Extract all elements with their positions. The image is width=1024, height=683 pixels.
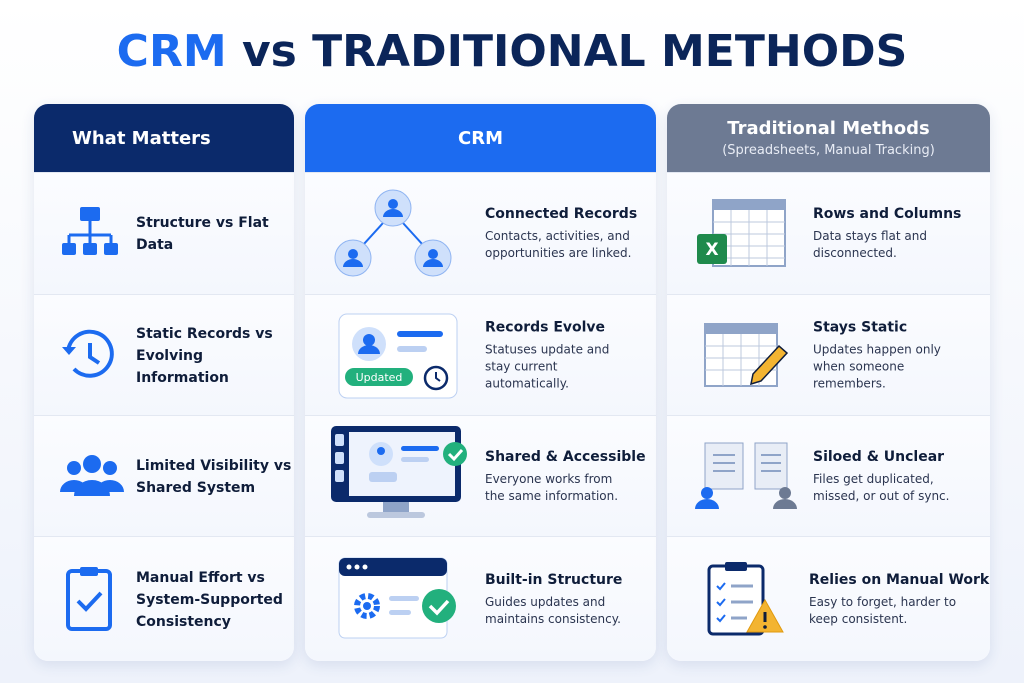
- row-cell: Limited Visibility vs Shared System: [34, 415, 294, 537]
- cell-title: Connected Records: [485, 205, 638, 222]
- row-cell: Siloed & Unclear Files get duplicated, mi…: [667, 415, 990, 537]
- crm-text: Shared & Accessible Everyone works from t…: [485, 449, 646, 505]
- row-cell: Updated Records Evolve Statuses update an…: [305, 294, 656, 416]
- cell-title: Stays Static: [813, 319, 908, 335]
- row-cell: Built-in Structure Guides updates and mai…: [305, 536, 656, 661]
- matter-text: Structure vs Flat Data: [136, 214, 269, 253]
- row-cell: Relies on Manual Work Easy to forget, har…: [667, 536, 990, 661]
- traditional-column: Traditional Methods (Spreadsheets, Manual…: [667, 104, 990, 661]
- column-header: CRM: [305, 104, 656, 172]
- cell-desc: Easy to forget, harder to keep consisten…: [809, 594, 957, 626]
- sheet-icon: X: [697, 198, 786, 267]
- cell-desc: Files get duplicated, missed, or out of …: [813, 471, 950, 503]
- row-cell: Static Records vs Evolving Information: [34, 294, 294, 416]
- clipboard-icon: [66, 566, 112, 631]
- title: CRM vs TRADITIONAL METHODS: [0, 26, 1024, 77]
- cell-title: Records Evolve: [485, 319, 606, 335]
- sheet-edit-icon: [704, 322, 789, 387]
- column-header: Traditional Methods (Spreadsheets, Manual…: [667, 104, 990, 172]
- crm-text: Built-in Structure Guides updates and mai…: [485, 572, 635, 628]
- cell-title: Rows and Columns: [813, 205, 962, 222]
- crm-text: Records Evolve Statuses update and stay c…: [485, 319, 635, 392]
- cell-title: Relies on Manual Work: [809, 571, 990, 588]
- monitor-icon: [331, 425, 467, 518]
- cell-desc: Contacts, activities, and opportunities …: [485, 228, 632, 260]
- team-icon: [60, 454, 124, 496]
- row-cell: Connected Records Contacts, activities, a…: [305, 172, 656, 294]
- title-rest: vs TRADITIONAL METHODS: [241, 26, 908, 77]
- svg-text:X: X: [705, 240, 718, 260]
- row-cell: Shared & Accessible Everyone works from t…: [305, 415, 656, 537]
- header-title: Traditional Methods: [727, 118, 930, 139]
- cell-desc: Statuses update and stay current automat…: [485, 342, 610, 390]
- history-icon: [62, 329, 114, 378]
- traditional-text: Siloed & Unclear Files get duplicated, mi…: [813, 449, 963, 505]
- row-cell: Stays Static Updates happen only when som…: [667, 294, 990, 416]
- header-subtitle: (Spreadsheets, Manual Tracking): [722, 143, 935, 158]
- title-highlight: CRM: [116, 26, 227, 77]
- row-cell: Manual Effort vs System-Supported Consis…: [34, 536, 294, 661]
- traditional-text: Stays Static Updates happen only when som…: [813, 319, 963, 392]
- window-icon: [338, 557, 456, 638]
- files-icon: [695, 442, 797, 509]
- row-cell: Structure vs Flat Data: [34, 172, 294, 294]
- cell-desc: Data stays flat and disconnected.: [813, 228, 927, 260]
- cell-desc: Updates happen only when someone remembe…: [813, 342, 941, 390]
- cell-desc: Everyone works from the same information…: [485, 471, 619, 503]
- header-title: What Matters: [72, 127, 211, 149]
- matter-text: Limited Visibility vs Shared System: [136, 457, 292, 496]
- record-icon: Updated: [338, 313, 458, 398]
- row-cell: X Rows and Columns Data stays flat and di…: [667, 172, 990, 294]
- column-header: What Matters: [34, 104, 294, 172]
- status-badge: Updated: [356, 371, 403, 384]
- matters-column: What Matters Structure vs Flat Data Stat…: [34, 104, 294, 661]
- header-title: CRM: [458, 127, 503, 149]
- cell-title: Built-in Structure: [485, 571, 623, 588]
- matter-text: Manual Effort vs System-Supported Consis…: [136, 569, 283, 630]
- traditional-text: Relies on Manual Work Easy to forget, har…: [809, 572, 989, 628]
- checklist-warning-icon: [707, 561, 784, 635]
- cell-title: Shared & Accessible: [485, 448, 646, 465]
- traditional-text: Rows and Columns Data stays flat and disc…: [813, 206, 963, 262]
- matter-text: Static Records vs Evolving Information: [136, 325, 273, 386]
- cell-desc: Guides updates and maintains consistency…: [485, 594, 621, 626]
- structure-icon: [62, 206, 118, 255]
- cell-title: Siloed & Unclear: [813, 448, 945, 465]
- crm-text: Connected Records Contacts, activities, a…: [485, 206, 637, 262]
- network-icon: [334, 189, 452, 276]
- crm-column: CRM Connected Records Contacts, activitie…: [305, 104, 656, 661]
